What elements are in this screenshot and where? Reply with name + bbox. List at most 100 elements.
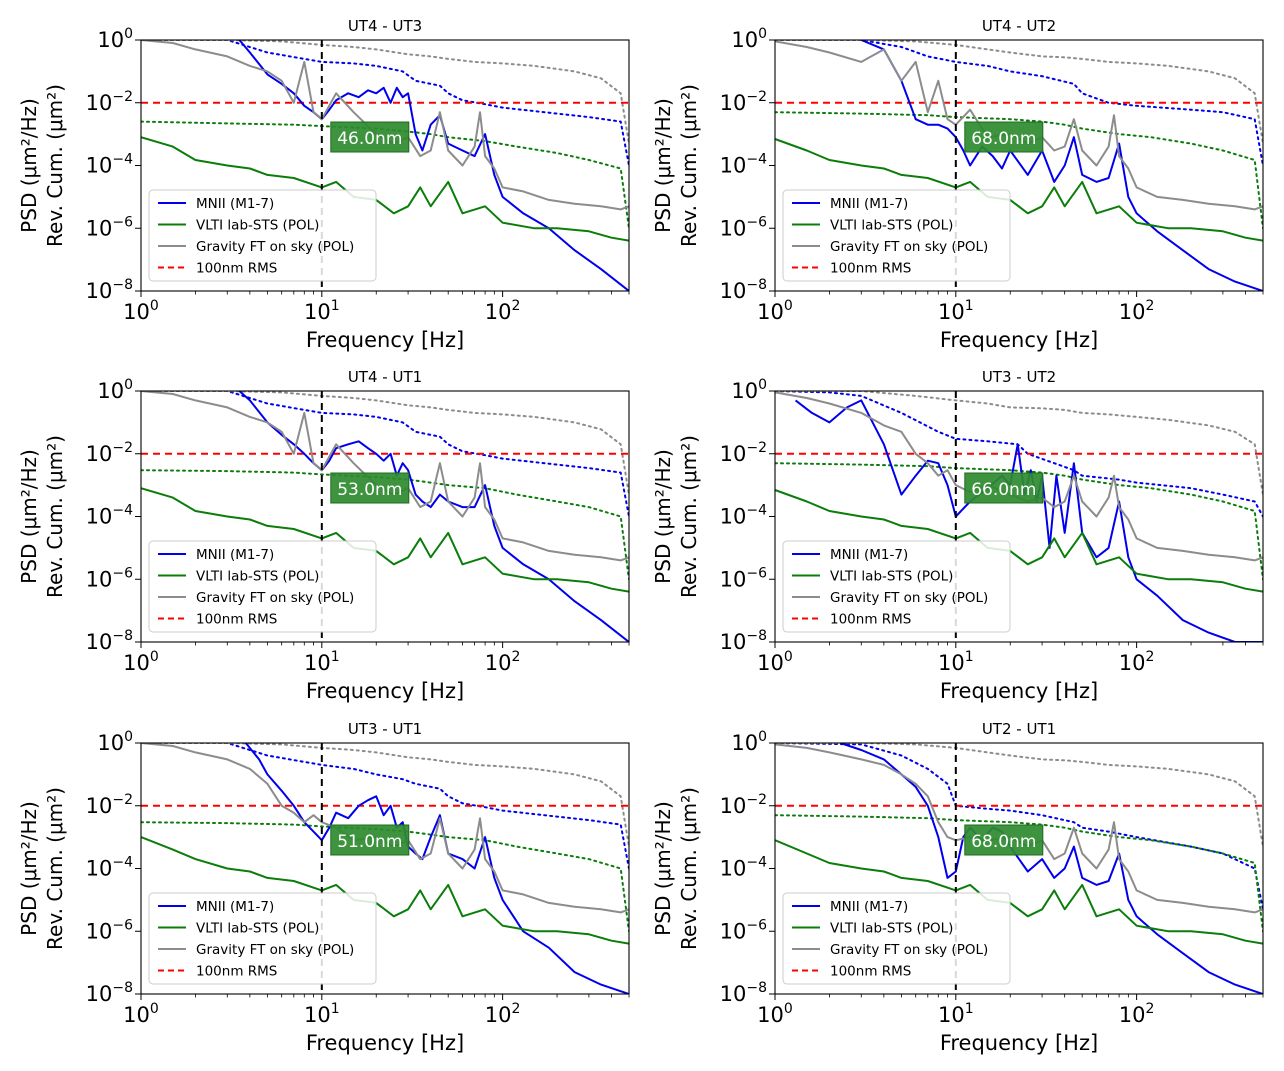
series-line (141, 391, 629, 518)
rms-label-text: 46.0nm (337, 129, 402, 149)
y-axis-label-psd: PSD (μm²/Hz) (17, 98, 41, 233)
x-axis-label: Frequency [Hz] (940, 328, 1098, 352)
legend-label: Gravity FT on sky (POL) (830, 239, 988, 255)
rms-label: 66.0nm (964, 472, 1044, 504)
subplot-title: UT4 - UT3 (348, 17, 422, 35)
subplot: 68.0nm UT4 - UT2 100 101 102 100 10−2 10−4 10−6 1… (651, 17, 1264, 352)
subplot-title: UT4 - UT2 (982, 17, 1056, 35)
legend-box (148, 892, 377, 985)
y-axis-label-cum: Rev. Cum. (μm²) (43, 787, 67, 950)
y-tick-label: 100 (97, 377, 133, 403)
legend-label: 100nm RMS (830, 612, 911, 628)
x-tick-label: 102 (1119, 1001, 1155, 1027)
legend-label: MNII (M1-7) (196, 547, 274, 563)
x-tick-label: 101 (304, 1001, 340, 1027)
y-tick-label: 10−8 (720, 980, 767, 1006)
y-axis-label-psd: PSD (μm²/Hz) (651, 801, 675, 936)
legend: MNII (M1-7) VLTI lab-STS (POL) Gravity FT … (148, 892, 377, 985)
series-line (775, 138, 1263, 242)
y-tick-label: 10−8 (86, 628, 133, 654)
y-tick-label: 10−2 (720, 440, 767, 466)
legend-label: MNII (M1-7) (830, 196, 908, 212)
y-axis-label-cum: Rev. Cum. (μm²) (677, 435, 701, 598)
legend-box (782, 540, 1011, 633)
y-axis-label-cum: Rev. Cum. (μm²) (677, 84, 701, 247)
series-line (141, 743, 629, 870)
series-line (860, 40, 1263, 291)
y-axis-label: PSD (μm²/Hz) Rev. Cum. (μm²) (17, 84, 67, 247)
legend-label: 100nm RMS (196, 612, 277, 628)
y-tick-label: 10−2 (720, 792, 767, 818)
y-axis-label-psd: PSD (μm²/Hz) (651, 449, 675, 584)
y-axis-label: PSD (μm²/Hz) Rev. Cum. (μm²) (651, 84, 701, 247)
legend-label: VLTI lab-STS (POL) (830, 218, 953, 234)
y-axis-label: PSD (μm²/Hz) Rev. Cum. (μm²) (17, 787, 67, 950)
legend-label: MNII (M1-7) (830, 899, 908, 915)
y-tick-label: 10−4 (720, 152, 767, 178)
legend-label: VLTI lab-STS (POL) (830, 921, 953, 937)
subplot: 46.0nm UT4 - UT3 100 101 102 100 10−2 10−4 10−6 1… (17, 17, 630, 352)
y-tick-label: 100 (731, 26, 767, 52)
legend-label: 100nm RMS (196, 964, 277, 980)
y-axis-label-cum: Rev. Cum. (μm²) (43, 435, 67, 598)
y-axis-label-psd: PSD (μm²/Hz) (17, 801, 41, 936)
y-tick-label: 100 (97, 26, 133, 52)
series-line (238, 40, 629, 291)
x-tick-label: 102 (485, 298, 521, 324)
x-tick-label: 101 (304, 649, 340, 675)
legend: MNII (M1-7) VLTI lab-STS (POL) Gravity FT … (148, 189, 377, 282)
y-tick-label: 10−4 (86, 152, 133, 178)
y-tick-label: 10−8 (720, 628, 767, 654)
x-axis-label: Frequency [Hz] (940, 679, 1098, 703)
x-tick-label: 100 (757, 298, 793, 324)
rms-label-text: 66.0nm (971, 480, 1036, 500)
y-tick-label: 10−8 (720, 277, 767, 303)
subplot-title: UT4 - UT1 (348, 368, 422, 386)
y-tick-label: 10−4 (86, 855, 133, 881)
x-tick-label: 101 (938, 649, 974, 675)
series-line (141, 40, 629, 167)
legend: MNII (M1-7) VLTI lab-STS (POL) Gravity FT … (782, 892, 1011, 985)
y-tick-label: 10−2 (86, 792, 133, 818)
y-tick-label: 10−6 (86, 917, 133, 943)
y-tick-label: 10−6 (720, 214, 767, 240)
series-line (775, 40, 1263, 145)
plot-area (775, 40, 1263, 291)
series-line (840, 743, 1263, 994)
y-axis-label-psd: PSD (μm²/Hz) (651, 98, 675, 233)
legend-label: MNII (M1-7) (196, 899, 274, 915)
series-line (775, 111, 1263, 230)
plot-area (141, 391, 629, 642)
x-tick-label: 100 (757, 649, 793, 675)
y-tick-label: 100 (731, 377, 767, 403)
rms-label-text: 68.0nm (971, 832, 1036, 852)
plot-area (141, 40, 629, 291)
legend-label: 100nm RMS (196, 261, 277, 277)
series-line (141, 40, 629, 211)
y-tick-label: 10−2 (720, 89, 767, 115)
y-tick-label: 10−8 (86, 980, 133, 1006)
x-tick-label: 102 (485, 649, 521, 675)
y-tick-label: 100 (97, 729, 133, 755)
y-tick-label: 10−6 (86, 214, 133, 240)
series-line (141, 743, 629, 914)
x-axis-label: Frequency [Hz] (306, 1031, 464, 1055)
y-axis-label: PSD (μm²/Hz) Rev. Cum. (μm²) (651, 787, 701, 950)
subplot: 68.0nm UT2 - UT1 100 101 102 100 10−2 10−4 10−6 1… (651, 720, 1264, 1055)
y-axis-label-cum: Rev. Cum. (μm²) (677, 787, 701, 950)
plot-area (775, 743, 1263, 994)
legend: MNII (M1-7) VLTI lab-STS (POL) Gravity FT … (148, 540, 377, 633)
series-line (775, 40, 1263, 211)
legend-label: VLTI lab-STS (POL) (830, 569, 953, 585)
series-line (775, 391, 1263, 496)
legend-label: MNII (M1-7) (830, 547, 908, 563)
series-line (141, 120, 629, 230)
legend-label: Gravity FT on sky (POL) (830, 590, 988, 606)
series-line (775, 391, 1263, 518)
x-axis-label: Frequency [Hz] (306, 679, 464, 703)
series-line (775, 743, 1263, 914)
series-line (775, 839, 1263, 945)
x-tick-label: 102 (485, 1001, 521, 1027)
series-line (141, 391, 629, 496)
legend-label: VLTI lab-STS (POL) (196, 921, 319, 937)
